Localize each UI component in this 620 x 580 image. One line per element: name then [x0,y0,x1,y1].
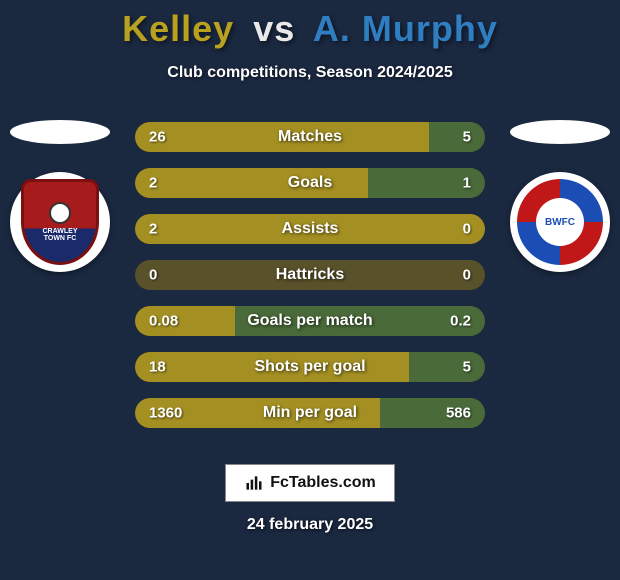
stat-label: Goals [135,174,485,192]
stat-label: Min per goal [135,404,485,422]
stat-row: 00Hattricks [135,260,485,290]
player1-badge-area: CRAWLEYTOWN FC [0,120,120,272]
stat-row: 185Shots per goal [135,352,485,382]
stat-label: Matches [135,128,485,146]
date-text: 24 february 2025 [0,516,620,534]
stat-row: 20Assists [135,214,485,244]
stat-row: 265Matches [135,122,485,152]
club1-crest-graphic: CRAWLEYTOWN FC [21,179,99,265]
stat-row: 21Goals [135,168,485,198]
player1-name: Kelley [122,8,234,49]
player1-silhouette-placeholder [10,120,110,144]
stat-label: Shots per goal [135,358,485,376]
stat-label: Assists [135,220,485,238]
stats-chart: 265Matches 21Goals 20Assists 00Hattricks 0.0… [135,122,485,444]
subtitle: Club competitions, Season 2024/2025 [0,64,620,82]
watermark: FcTables.com [225,464,395,502]
chart-icon [244,473,264,493]
stat-row: 1360586Min per goal [135,398,485,428]
watermark-text: FcTables.com [270,474,376,492]
stat-label: Goals per match [135,312,485,330]
club2-crest: BWFC [510,172,610,272]
page-title: Kelley vs A. Murphy [0,0,620,50]
player2-silhouette-placeholder [510,120,610,144]
player2-badge-area: BWFC [500,120,620,272]
player2-name: A. Murphy [313,8,498,49]
vs-text: vs [253,8,295,49]
club2-crest-graphic: BWFC [517,179,603,265]
stat-row: 0.080.2Goals per match [135,306,485,336]
club1-crest: CRAWLEYTOWN FC [10,172,110,272]
stat-label: Hattricks [135,266,485,284]
